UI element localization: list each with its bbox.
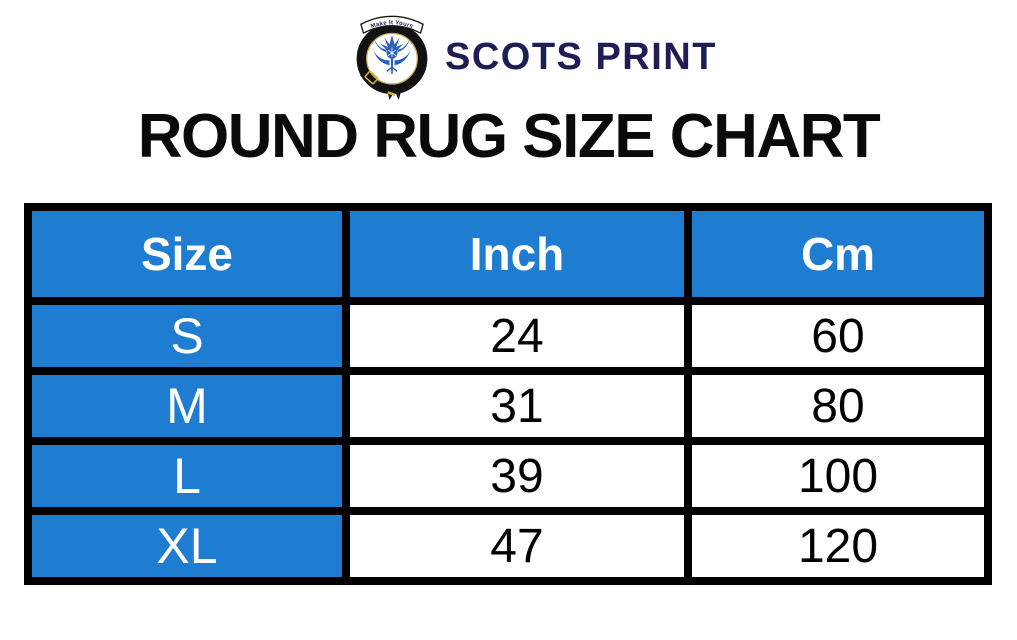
size-cell: S — [24, 297, 350, 375]
col-header-size: Size — [24, 203, 350, 305]
cm-cell: 100 — [684, 437, 992, 515]
brand-header: Make It Yours SCOTS PRINT — [350, 6, 717, 103]
motto-banner: Make It Yours — [360, 15, 424, 35]
motto-text: Make It Yours — [370, 20, 414, 30]
belt-buckle-icon — [360, 69, 402, 100]
col-header-cm: Cm — [684, 203, 992, 305]
cm-cell: 80 — [684, 367, 992, 445]
table-row-xl: XL 47 120 — [24, 507, 992, 585]
header-row: Size Inch Cm — [24, 203, 992, 305]
cm-cell: 120 — [684, 507, 992, 585]
size-cell: M — [24, 367, 350, 445]
col-header-inch: Inch — [342, 203, 692, 305]
table-row-m: M 31 80 — [24, 367, 992, 445]
inch-cell: 47 — [342, 507, 692, 585]
size-cell: L — [24, 437, 350, 515]
size-cell: XL — [24, 507, 350, 585]
table-row-s: S 24 60 — [24, 297, 992, 375]
inch-cell: 39 — [342, 437, 692, 515]
inch-cell: 31 — [342, 367, 692, 445]
svg-text:Make It Yours: Make It Yours — [370, 20, 414, 30]
thistle-icon — [373, 35, 411, 74]
inch-cell: 24 — [342, 297, 692, 375]
page-title: ROUND RUG SIZE CHART — [137, 102, 881, 171]
size-chart-table: Size Inch Cm S 24 60 M 31 80 L 39 100 — [24, 203, 992, 585]
brand-wordmark: SCOTS PRINT — [445, 36, 717, 78]
cm-cell: 60 — [684, 297, 992, 375]
clan-crest-logo: Make It Yours — [356, 15, 428, 100]
table-row-l: L 39 100 — [24, 437, 992, 515]
